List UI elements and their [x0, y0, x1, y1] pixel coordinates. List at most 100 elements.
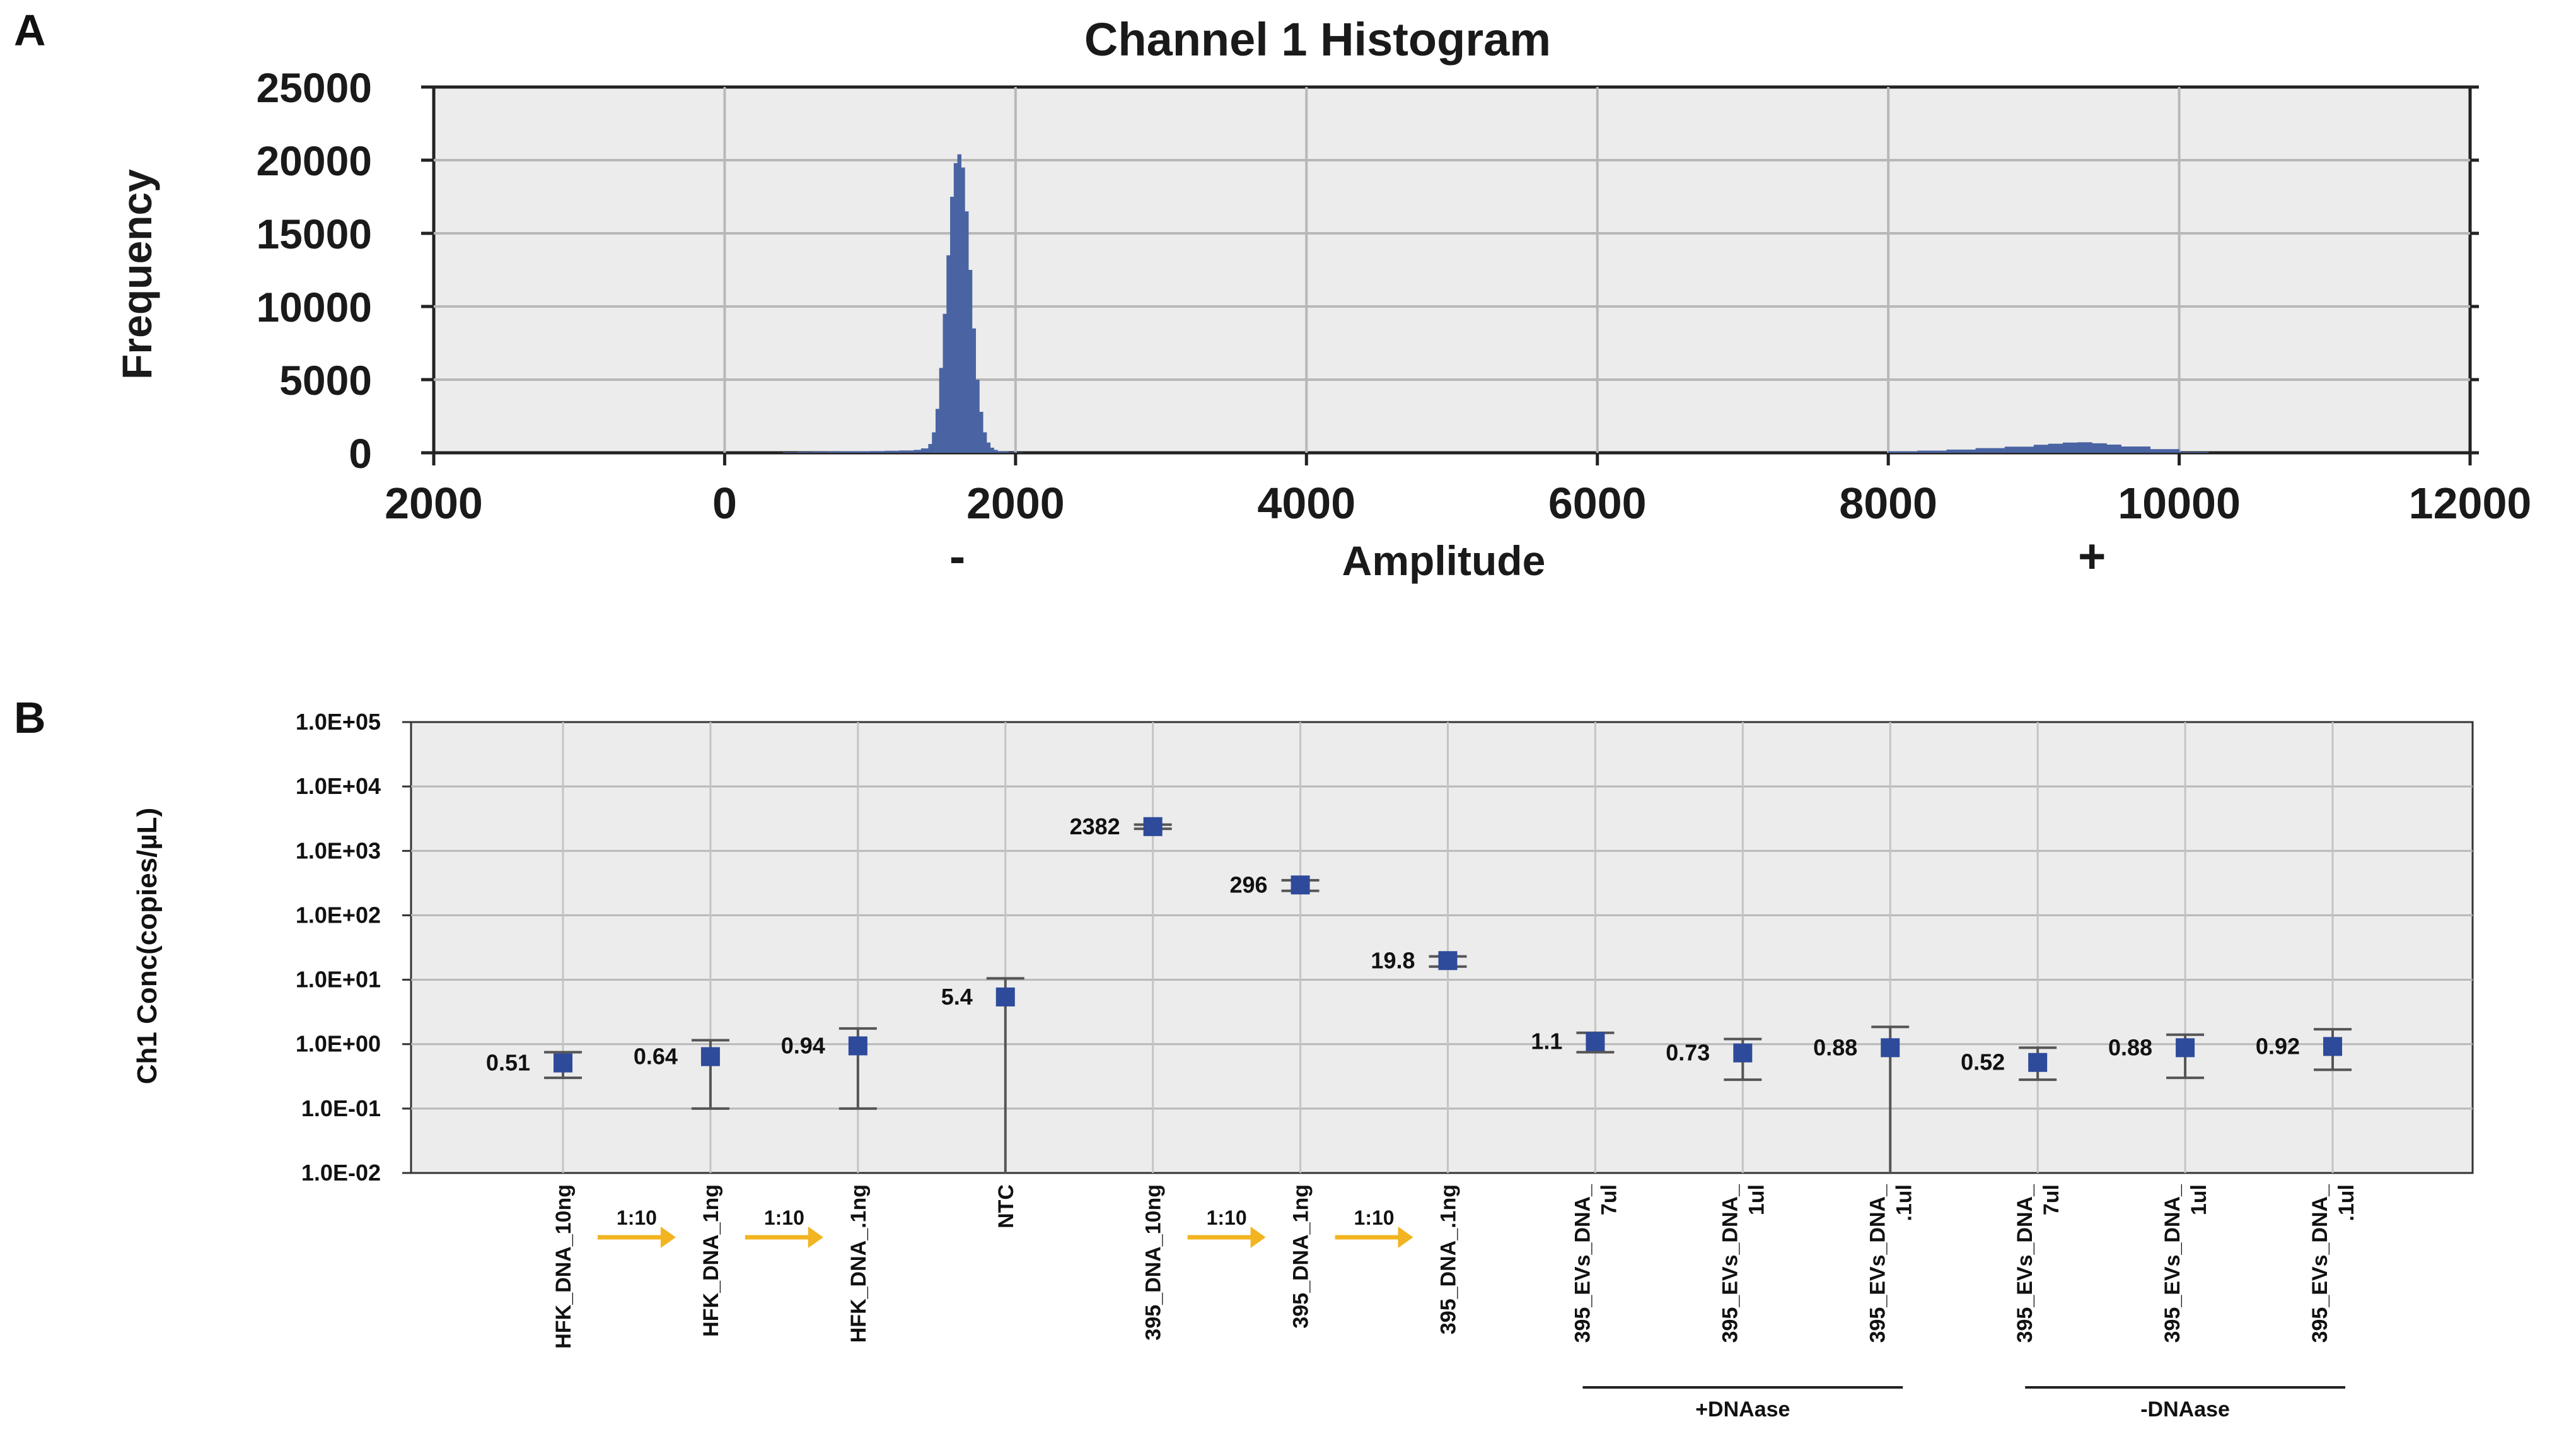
- category-label-line: 1ul: [2187, 1184, 2211, 1215]
- histogram-bar: [2092, 443, 2107, 453]
- dilution-arrow-head: [660, 1227, 676, 1248]
- histogram-bar: [932, 432, 936, 453]
- histogram-bar: [946, 255, 951, 453]
- histogram-bar: [2077, 442, 2092, 453]
- data-value-label: 2382: [1070, 814, 1120, 839]
- category-label-line: 395_DNA_.1ng: [1437, 1184, 1461, 1334]
- histogram-y-tick-label: 25000: [256, 64, 372, 111]
- histogram-bars: [782, 154, 2209, 453]
- concentration-y-tick-label: 1.0E+03: [296, 837, 381, 863]
- dilution-arrows: 1:10 1:10 1:10 1:10: [598, 1206, 1413, 1248]
- histogram-x-tick-label: 10000: [2118, 479, 2241, 528]
- histogram-y-ticks: 0 5000 10000 15000 20000 25000: [256, 64, 2479, 477]
- histogram-bar: [1001, 452, 1009, 453]
- histogram-bar: [797, 452, 813, 453]
- data-point-marker: [848, 1036, 867, 1056]
- data-point-marker: [2176, 1038, 2195, 1058]
- histogram-bar: [782, 452, 798, 453]
- data-value-label: 296: [1230, 872, 1268, 897]
- data-value-label: 0.88: [2108, 1034, 2152, 1060]
- histogram-y-axis-label: Frequency: [113, 169, 160, 380]
- data-point-marker: [1733, 1043, 1753, 1063]
- histogram-bar: [972, 328, 977, 453]
- histogram-bar: [957, 154, 961, 453]
- histogram-bar: [920, 448, 929, 453]
- data-point-marker: [554, 1053, 572, 1073]
- panel-b-letter: B: [14, 693, 46, 742]
- histogram-gridlines: [434, 87, 2470, 453]
- data-point-marker: [2028, 1053, 2048, 1072]
- category-label-line: 7ul: [1597, 1184, 1621, 1215]
- histogram-x-tick-label: 0: [712, 479, 737, 528]
- category-label-line: 395_EVs_DNA_: [1865, 1184, 1889, 1343]
- histogram-bar: [979, 412, 983, 453]
- dilution-arrow-head: [808, 1227, 823, 1248]
- data-value-label: 0.92: [2256, 1033, 2300, 1059]
- histogram-bar: [975, 380, 980, 453]
- histogram-bar: [950, 197, 954, 453]
- data-point-marker: [700, 1047, 720, 1066]
- histogram-x-tick-label: 2000: [966, 479, 1065, 528]
- concentration-y-axis-label: Ch1 Conc(copies/µL): [132, 808, 163, 1085]
- category-label-line: HFK_DNA_1ng: [699, 1184, 723, 1337]
- histogram-y-tick-label: 0: [349, 430, 372, 477]
- dilution-arrow-label: 1:10: [1207, 1206, 1247, 1229]
- histogram-x-tick-label: 4000: [1257, 479, 1355, 528]
- histogram-bar: [953, 163, 958, 453]
- data-point-marker: [1586, 1032, 1605, 1051]
- dilution-arrow-label: 1:10: [1354, 1206, 1395, 1229]
- histogram-bar: [986, 442, 991, 453]
- positive-droplets-marker: +: [2078, 530, 2106, 583]
- concentration-y-ticks: 1.0E-02 1.0E-01 1.0E+00 1.0E+01 1.0E+02 1.0E+…: [296, 709, 411, 1186]
- category-label-line: 7ul: [2039, 1184, 2063, 1215]
- category-label-line: HFK_DNA_.1ng: [847, 1184, 871, 1343]
- data-point-marker: [995, 987, 1015, 1006]
- histogram-bar: [961, 167, 965, 453]
- concentration-y-tick-label: 1.0E+02: [296, 902, 381, 928]
- histogram-bar: [1008, 452, 1016, 453]
- histogram-y-tick-label: 10000: [256, 284, 372, 330]
- data-point-marker: [1143, 817, 1163, 836]
- histogram-bar: [2033, 445, 2049, 453]
- category-label-line: HFK_DNA_10ng: [552, 1184, 576, 1349]
- histogram-y-tick-label: 5000: [279, 357, 372, 404]
- histogram-bar: [2106, 445, 2121, 453]
- histogram-bar: [943, 313, 947, 453]
- dilution-arrow-label: 1:10: [617, 1206, 657, 1229]
- panel-a-letter: A: [14, 6, 46, 55]
- data-value-label: 0.52: [1961, 1049, 2005, 1075]
- histogram-x-tick-label: 6000: [1548, 479, 1647, 528]
- data-point-marker: [1438, 951, 1458, 971]
- histogram-bar: [2048, 443, 2063, 453]
- histogram-bar: [811, 452, 827, 453]
- category-label-line: .1ul: [2335, 1184, 2358, 1222]
- category-label-line: 395_EVs_DNA_: [1570, 1184, 1594, 1343]
- histogram-y-tick-label: 15000: [256, 211, 372, 257]
- histogram-bar: [1888, 451, 1918, 453]
- data-value-label: 0.51: [486, 1050, 530, 1076]
- concentration-plot-area: [410, 721, 2474, 1174]
- histogram-bar: [997, 451, 1002, 453]
- data-value-label: 19.8: [1371, 947, 1415, 973]
- histogram-bar: [856, 451, 871, 453]
- histogram-bar: [1917, 450, 1947, 453]
- concentration-y-tick-label: 1.0E+01: [296, 967, 381, 993]
- histogram-bar: [870, 451, 885, 453]
- category-label-line: 395_EVs_DNA_: [2308, 1184, 2332, 1343]
- histogram-x-tick-label: 12000: [2409, 479, 2532, 528]
- histogram-bar: [968, 270, 973, 453]
- data-point-marker: [1881, 1038, 1900, 1058]
- histogram-bar: [826, 451, 842, 453]
- category-label-line: NTC: [994, 1184, 1018, 1228]
- category-label-line: 395_DNA_10ng: [1142, 1184, 1166, 1341]
- treatment-groups: +DNAase -DNAase: [1582, 1386, 2345, 1421]
- histogram-bar: [2179, 452, 2209, 453]
- category-label-line: 1ul: [1744, 1184, 1768, 1215]
- data-value-label: 0.64: [634, 1044, 678, 1070]
- dilution-arrow-label: 1:10: [764, 1206, 804, 1229]
- data-value-label: 0.88: [1813, 1034, 1857, 1060]
- concentration-gridlines: [411, 722, 2473, 1173]
- data-point-marker: [1291, 875, 1310, 895]
- histogram-bar: [1946, 449, 1976, 453]
